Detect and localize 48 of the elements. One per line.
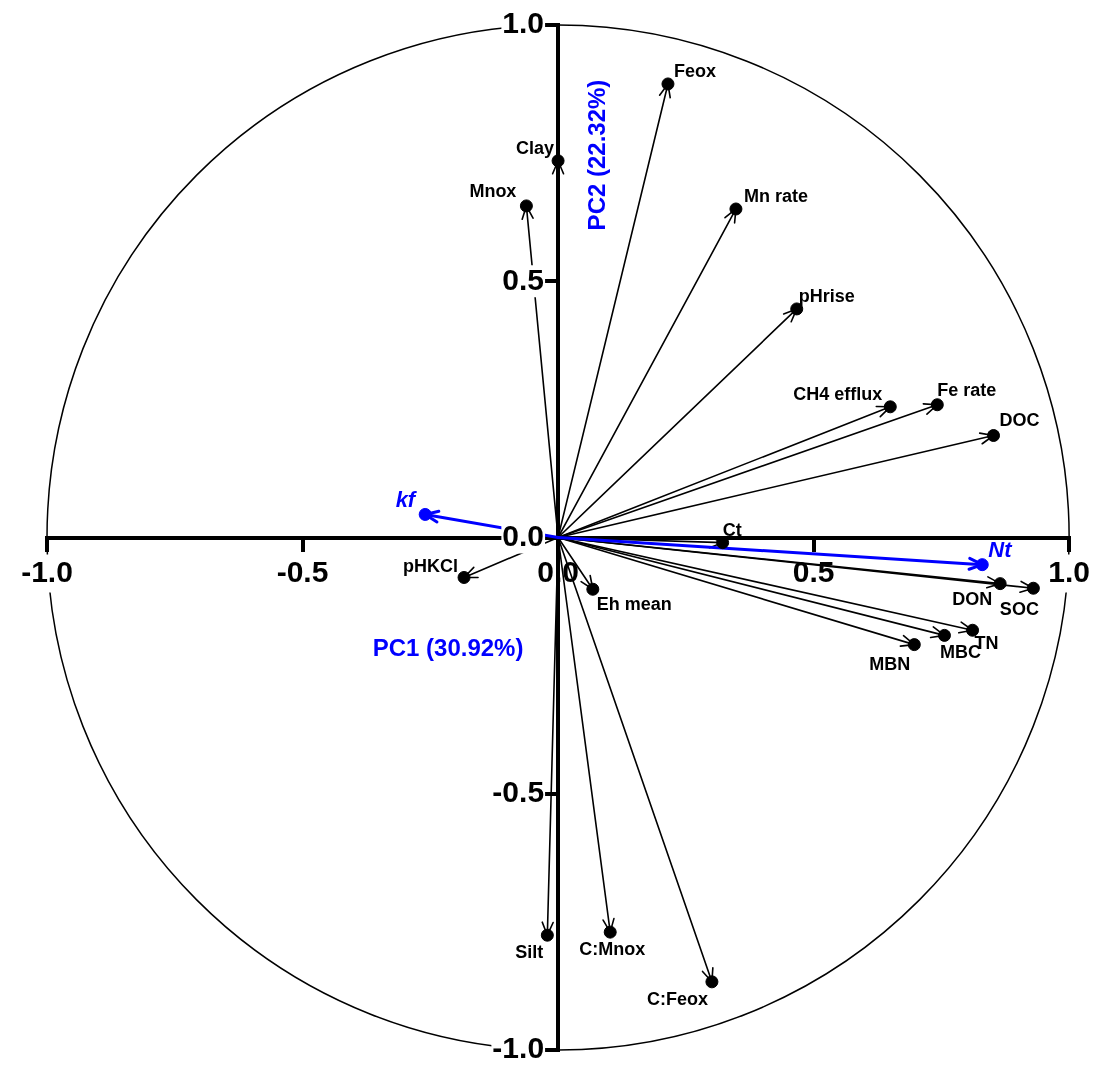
data-label: CH4 efflux [793, 383, 883, 404]
point [930, 398, 944, 412]
x-tick-label: -0.5 [276, 554, 329, 588]
data-label: Mnox [469, 180, 517, 201]
point [907, 638, 921, 652]
point [519, 199, 533, 213]
point [937, 628, 951, 642]
point [418, 507, 432, 521]
x-tick-label: 0.5 [792, 554, 835, 588]
point [661, 77, 675, 91]
point [975, 558, 989, 572]
point [883, 400, 897, 414]
point [705, 975, 719, 989]
data-label: Fe rate [937, 379, 997, 400]
y-tick-label: -0.5 [492, 775, 545, 809]
x-axis-title: PC1 (30.92%) [372, 634, 524, 662]
y-axis-title: PC2 (22.32%) [582, 79, 610, 231]
point [987, 429, 1001, 443]
x-tick-label: -1.0 [21, 554, 73, 588]
point [457, 570, 471, 584]
data-label: Nt [988, 536, 1014, 562]
data-label: C:Feox [646, 988, 708, 1009]
y-tick-label: 0.5 [502, 262, 545, 296]
data-label: kf [395, 486, 418, 512]
data-label: Eh mean [596, 594, 672, 615]
data-label: Silt [515, 942, 544, 963]
point [586, 582, 600, 596]
y-tick-label: 1.0 [502, 6, 545, 40]
x-tick-label: 1.0 [1048, 554, 1091, 588]
point [1026, 581, 1040, 595]
data-label: DOC [999, 410, 1040, 431]
point [966, 623, 980, 637]
data-label: C:Mnox [579, 939, 646, 960]
y-tick-label: 0.0 [502, 518, 545, 552]
data-label: Clay [516, 137, 555, 158]
data-label: DON [952, 588, 993, 609]
point [540, 928, 554, 942]
y-tick-label: -1.0 [492, 1031, 545, 1065]
data-label: pHKCl [403, 556, 459, 577]
point [603, 925, 617, 939]
data-label: SOC [999, 599, 1039, 620]
data-label: Feox [673, 60, 716, 81]
point [993, 577, 1007, 591]
data-label: Ct [722, 519, 742, 540]
data-label: MBN [869, 653, 911, 674]
point [729, 202, 743, 216]
data-label: pHrise [798, 285, 855, 306]
data-label: Mn rate [743, 185, 808, 206]
